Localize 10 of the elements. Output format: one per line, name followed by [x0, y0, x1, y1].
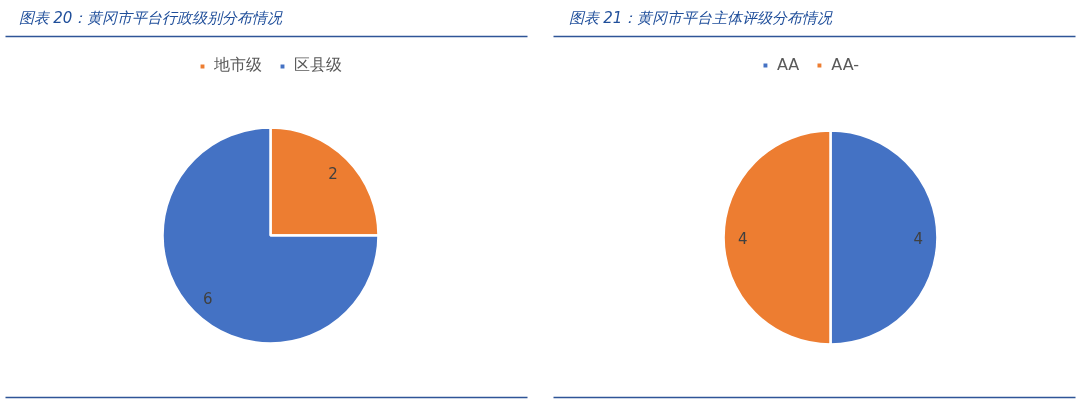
- legend-label: AA-: [831, 55, 860, 74]
- data-label: 6: [203, 290, 213, 309]
- data-label: 2: [328, 164, 338, 183]
- chart-title: 图表 21：黄冈市平台主体评级分布情况: [568, 8, 834, 27]
- legend-label: 区县级: [294, 55, 342, 76]
- data-label: 4: [737, 229, 748, 248]
- legend-label: AA: [776, 55, 800, 74]
- chart-title: 图表 20：黄冈市平台行政级别分布情况: [18, 8, 284, 27]
- legend-label: 地市级: [214, 55, 262, 76]
- data-label: 4: [913, 229, 924, 248]
